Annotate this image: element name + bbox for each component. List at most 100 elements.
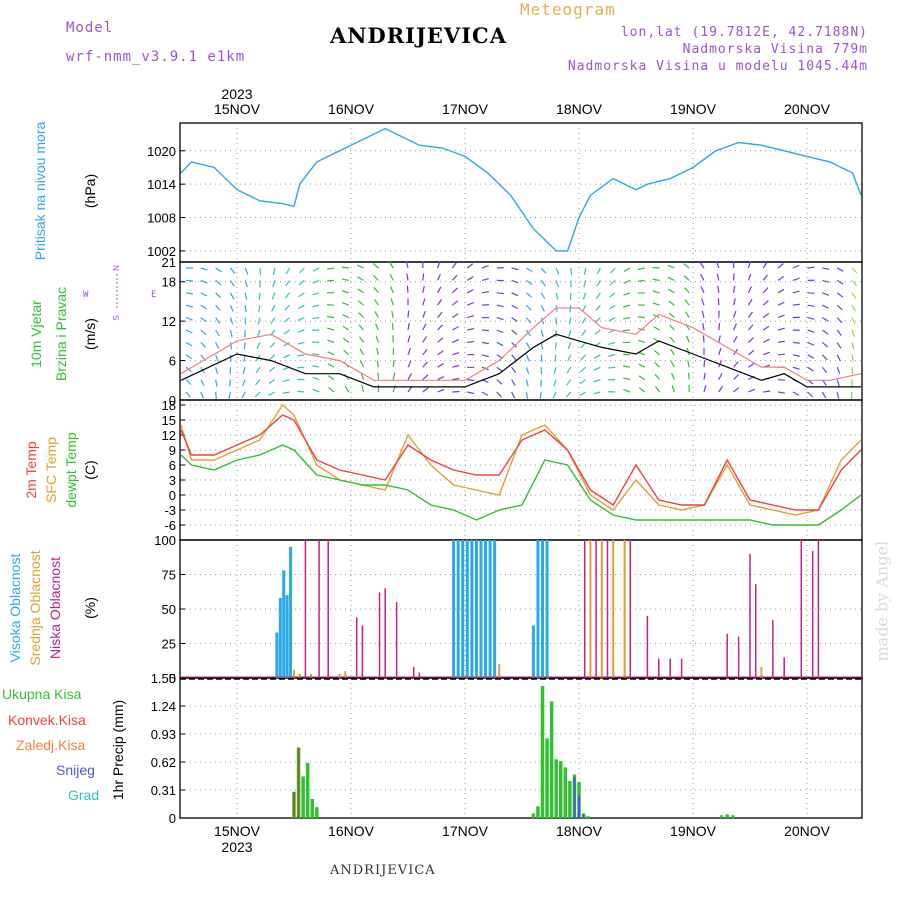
wind-barb: [466, 302, 474, 306]
wind-barb: [747, 324, 754, 331]
high-cloud-bar: [470, 540, 474, 678]
wind-barb: [540, 267, 547, 274]
wind-barb: [496, 292, 504, 295]
wind-barb: [579, 366, 586, 373]
wind-barb: [229, 280, 235, 287]
wind-barb: [215, 391, 217, 400]
snow-bar: [578, 795, 580, 818]
y-tick-label: 6: [169, 458, 176, 473]
wind-barb: [200, 391, 205, 399]
wind-barb: [185, 379, 192, 385]
wind-barb: [422, 336, 428, 343]
rain-bar: [545, 738, 549, 818]
low-cloud-bar: [606, 540, 609, 678]
low-cloud-bar: [595, 540, 597, 678]
wind-barb: [595, 304, 601, 311]
wind-barb: [747, 261, 751, 269]
wind-barb: [669, 336, 675, 343]
sfc-temp-line: [180, 403, 862, 516]
wind-barb: [326, 279, 335, 282]
wind-barb: [312, 279, 320, 284]
rain-bar: [315, 807, 319, 818]
rain-bar: [310, 799, 314, 818]
wind-barb: [452, 351, 460, 356]
wind-barb: [669, 348, 675, 356]
wind-barb: [822, 292, 830, 296]
wind-barb: [748, 349, 755, 356]
wind-barb: [609, 267, 616, 274]
wind-barb: [638, 387, 646, 393]
wind-barb: [437, 350, 444, 356]
wind-barb: [652, 278, 660, 281]
y-tick-label: 75: [162, 568, 176, 583]
wind-barb: [700, 286, 705, 294]
wind-barb: [792, 341, 800, 344]
wind-barb: [637, 316, 645, 319]
wind-barb: [229, 329, 233, 337]
wind-barb: [376, 347, 379, 355]
wind-gust-line: [180, 307, 862, 381]
high-cloud-bar: [285, 595, 289, 678]
wind-barb: [511, 304, 519, 310]
precip-legend-frz: Zaledj.Kisa: [16, 737, 86, 753]
wind-barb: [654, 361, 661, 368]
wind-barb: [623, 317, 631, 320]
meteogram-label: Meteogram: [520, 0, 616, 19]
wind-barb: [687, 360, 690, 368]
wind-barb: [748, 388, 756, 393]
wind-barb: [670, 360, 675, 368]
wind-barb: [229, 379, 231, 387]
low-cloud-bar: [726, 633, 728, 678]
wind-barb: [467, 327, 475, 331]
wind-barb: [654, 373, 661, 380]
wind-barb: [792, 366, 800, 370]
wind-barb: [540, 342, 544, 350]
wind-barb: [389, 273, 394, 281]
wind-barb: [452, 364, 460, 368]
wind-barb: [511, 366, 517, 374]
wind-barb: [215, 367, 219, 375]
wind-barb: [258, 292, 261, 300]
wind-barb: [272, 280, 276, 288]
wind-barb: [511, 267, 519, 271]
mid-cloud-bar: [344, 671, 347, 678]
wind-barb: [583, 280, 587, 288]
wind-barb: [358, 312, 365, 319]
wind-barb: [836, 354, 841, 362]
wind-barb: [638, 375, 646, 381]
high-cloud-bar: [474, 540, 478, 678]
wind-barb: [200, 329, 207, 336]
rain-bar: [719, 815, 724, 818]
wind-barb: [807, 354, 815, 359]
wind-barb: [667, 276, 675, 281]
altitude-label: Nadmorska Visina 779m: [682, 42, 868, 57]
wind-barb: [200, 379, 205, 387]
wind-barb: [733, 285, 736, 293]
wind-barb: [269, 341, 276, 349]
wind-barb: [452, 377, 460, 381]
rain-bar: [563, 767, 568, 818]
wind-barb: [699, 261, 705, 269]
wind-barb: [807, 266, 815, 269]
wind-barb: [284, 292, 291, 299]
wind-barb: [553, 379, 557, 387]
rain-bar: [549, 701, 554, 818]
wind-barb: [359, 348, 365, 356]
wind-barb: [200, 267, 208, 271]
wind-barb: [623, 377, 631, 381]
year-label-top: 2023: [221, 86, 252, 102]
wind-barb: [807, 341, 815, 346]
wind-barb: [851, 292, 857, 299]
wind-barb: [836, 304, 843, 311]
low-cloud-bar: [355, 617, 358, 678]
wind-barb: [566, 379, 572, 386]
wind-barb: [357, 276, 364, 281]
wind-barb: [655, 385, 661, 393]
wind-barb: [582, 292, 587, 300]
wind-barb: [297, 390, 305, 393]
day-label-bottom: 20NOV: [784, 823, 831, 839]
wind-barb: [272, 267, 276, 275]
day-label-bottom: 16NOV: [328, 823, 375, 839]
y-tick-label: 1008: [147, 211, 176, 226]
wind-barb: [652, 302, 660, 306]
